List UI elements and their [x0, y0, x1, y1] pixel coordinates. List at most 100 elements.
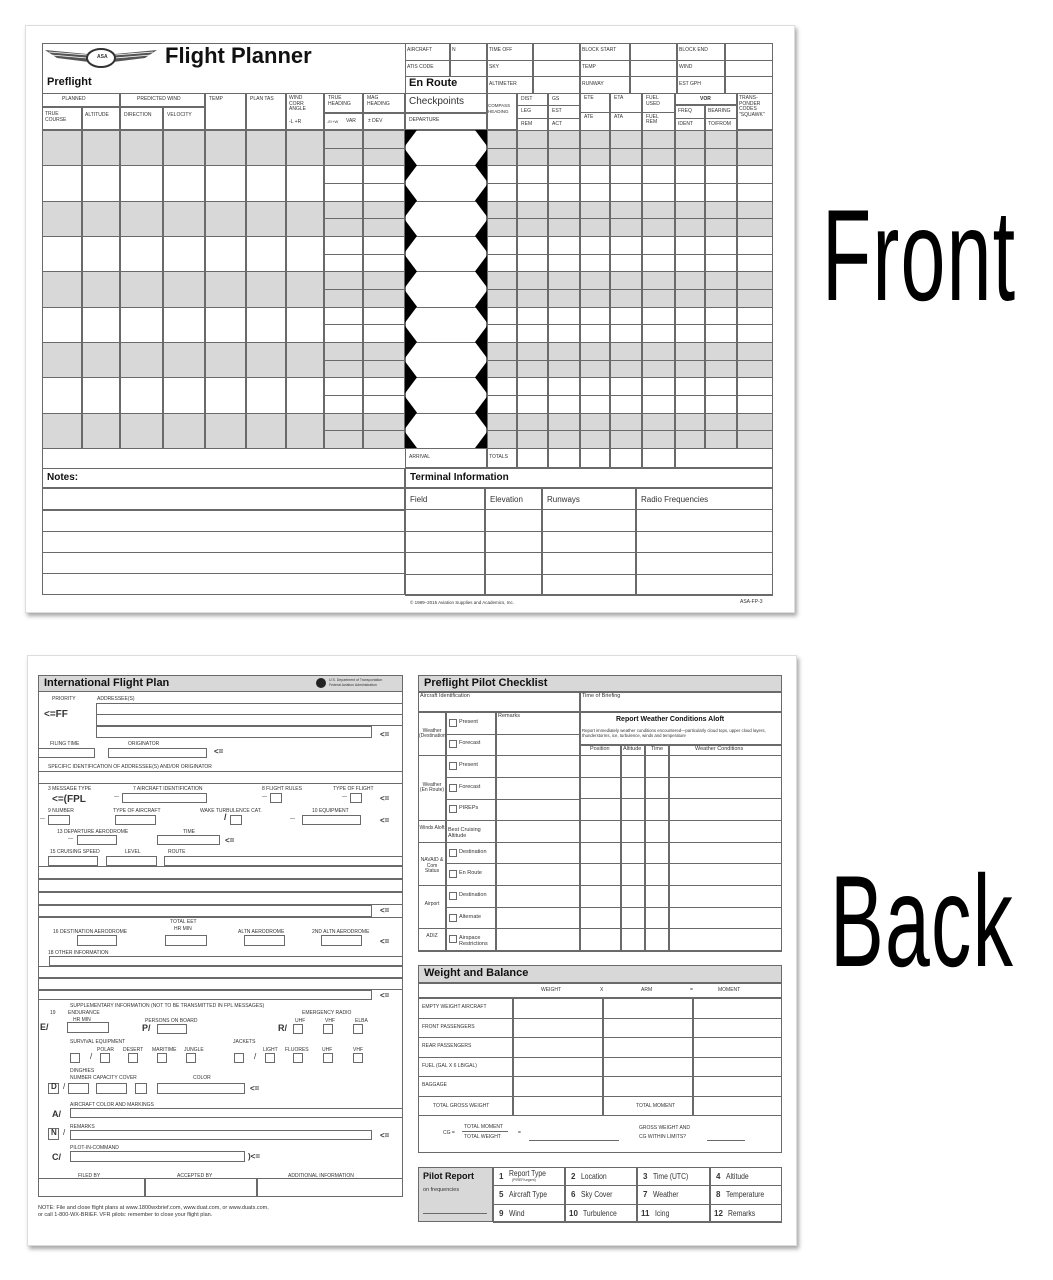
pilot-report-item-label: Icing	[655, 1208, 670, 1218]
header-est: EST	[552, 108, 562, 115]
report-cell	[645, 841, 669, 865]
header-vor: VOR	[700, 96, 711, 102]
additional-info-field	[257, 1178, 403, 1197]
en-route-cell	[610, 289, 642, 308]
uhf-label: UHF	[322, 1047, 333, 1053]
en-route-cell	[642, 130, 675, 149]
en-route-cell	[610, 342, 642, 361]
header-plan-tas: PLAN TAS	[250, 96, 274, 102]
preflight-cell	[82, 130, 120, 167]
dinghy-d: D	[51, 1082, 57, 1091]
other-line	[38, 990, 372, 1000]
terminal-cell	[405, 530, 485, 554]
pilot-report-item-number: 4	[716, 1172, 721, 1181]
en-route-heading: En Route	[409, 77, 458, 89]
en-route-cell	[610, 165, 642, 184]
preflight-cell	[120, 377, 163, 414]
report-cell	[621, 928, 645, 951]
flight-rules-label: 8 FLIGHT RULES	[262, 786, 302, 792]
total-moment-label: TOTAL MOMENT	[636, 1103, 676, 1109]
preflight-cell	[363, 183, 405, 202]
time-label: TIME	[183, 829, 195, 835]
preflight-cell	[42, 306, 82, 343]
en-route-cell	[487, 218, 517, 237]
en-route-cell	[548, 165, 580, 184]
pilot-report-item-number: 5	[499, 1190, 504, 1200]
preflight-cell	[246, 165, 286, 202]
report-cell	[621, 841, 645, 865]
preflight-cell	[363, 218, 405, 237]
header-ata: ATA	[614, 113, 623, 120]
header-predicted-wind: PREDICTED WIND	[137, 96, 181, 102]
dash: —	[262, 794, 267, 800]
en-route-cell	[517, 130, 548, 149]
supplementary-label: SUPPLEMENTARY INFORMATION (NOT TO BE TRA…	[70, 1003, 265, 1009]
terminal-column-label: Elevation	[490, 495, 523, 504]
en-route-cell	[487, 130, 517, 149]
end-marker: <=	[380, 730, 390, 739]
header-transponder: TRANS-PONDER CODES "SQUAWK"	[739, 95, 765, 118]
preflight-cell	[42, 236, 82, 273]
preflight-cell	[363, 306, 405, 326]
en-route-cell	[580, 324, 610, 343]
cg-label: CG =	[443, 1130, 455, 1136]
weight-balance-cell	[693, 998, 782, 1019]
endurance-e: E/	[40, 1022, 49, 1032]
pilot-report-item	[493, 1203, 565, 1223]
cg-answer-line	[529, 1140, 619, 1141]
en-route-cell	[548, 147, 580, 167]
remarks-n-box	[48, 1128, 59, 1140]
report-cell	[669, 820, 782, 843]
report-cell	[621, 776, 645, 800]
info-cell	[630, 76, 677, 95]
notes-heading: Notes:	[47, 472, 79, 483]
report-column-label: Time	[651, 746, 664, 752]
en-route-cell	[517, 271, 548, 290]
report-cell	[669, 776, 782, 800]
preflight-cell	[246, 271, 286, 308]
weight-balance-row-label: BAGGAGE	[422, 1082, 448, 1088]
route-line	[38, 879, 403, 892]
pilot-report-item-number: 12	[714, 1208, 723, 1218]
en-route-cell	[580, 395, 610, 414]
totals-cell	[548, 448, 580, 468]
en-route-cell	[642, 218, 675, 237]
en-route-cell	[548, 130, 580, 149]
preflight-cell	[205, 306, 246, 343]
en-route-cell	[675, 183, 705, 202]
time-briefing-cell	[580, 692, 782, 712]
altn2-field	[321, 935, 362, 946]
totals-cell	[517, 448, 548, 468]
preflight-cell	[324, 395, 363, 414]
dash: —	[342, 794, 347, 800]
preflight-cell	[42, 271, 82, 308]
en-route-cell	[642, 324, 675, 343]
en-route-cell	[642, 289, 675, 308]
jackets-label: JACKETS	[233, 1039, 256, 1045]
en-route-cell	[675, 253, 705, 273]
en-route-cell	[642, 306, 675, 326]
en-route-cell	[487, 430, 517, 449]
report-cell	[580, 928, 621, 951]
preflight-cell	[163, 412, 205, 449]
equipment-label: 10 EQUIPMENT	[312, 808, 349, 814]
preflight-cell	[82, 236, 120, 273]
survival-checkbox	[128, 1053, 138, 1063]
arrival-cell	[405, 448, 487, 468]
persons-label: PERSONS ON BOARD	[145, 1018, 198, 1024]
preflight-cell	[324, 412, 363, 432]
en-route-cell	[675, 218, 705, 237]
addressee-field	[96, 726, 372, 738]
jacket-checkbox	[265, 1053, 275, 1063]
arrival-label: ARRIVAL	[409, 454, 431, 460]
en-route-cell	[705, 412, 737, 432]
preflight-cell	[324, 147, 363, 167]
terminal-cell	[542, 509, 636, 532]
checklist-item: Airspace Restrictions	[459, 935, 488, 947]
preflight-cell	[246, 306, 286, 343]
cruising-speed-label: 15 CRUISING SPEED	[50, 849, 100, 855]
weight-balance-cell	[513, 1056, 603, 1077]
en-route-cell	[675, 236, 705, 255]
checklist-remarks-cell	[496, 841, 580, 865]
weight-balance-cell	[513, 998, 603, 1019]
